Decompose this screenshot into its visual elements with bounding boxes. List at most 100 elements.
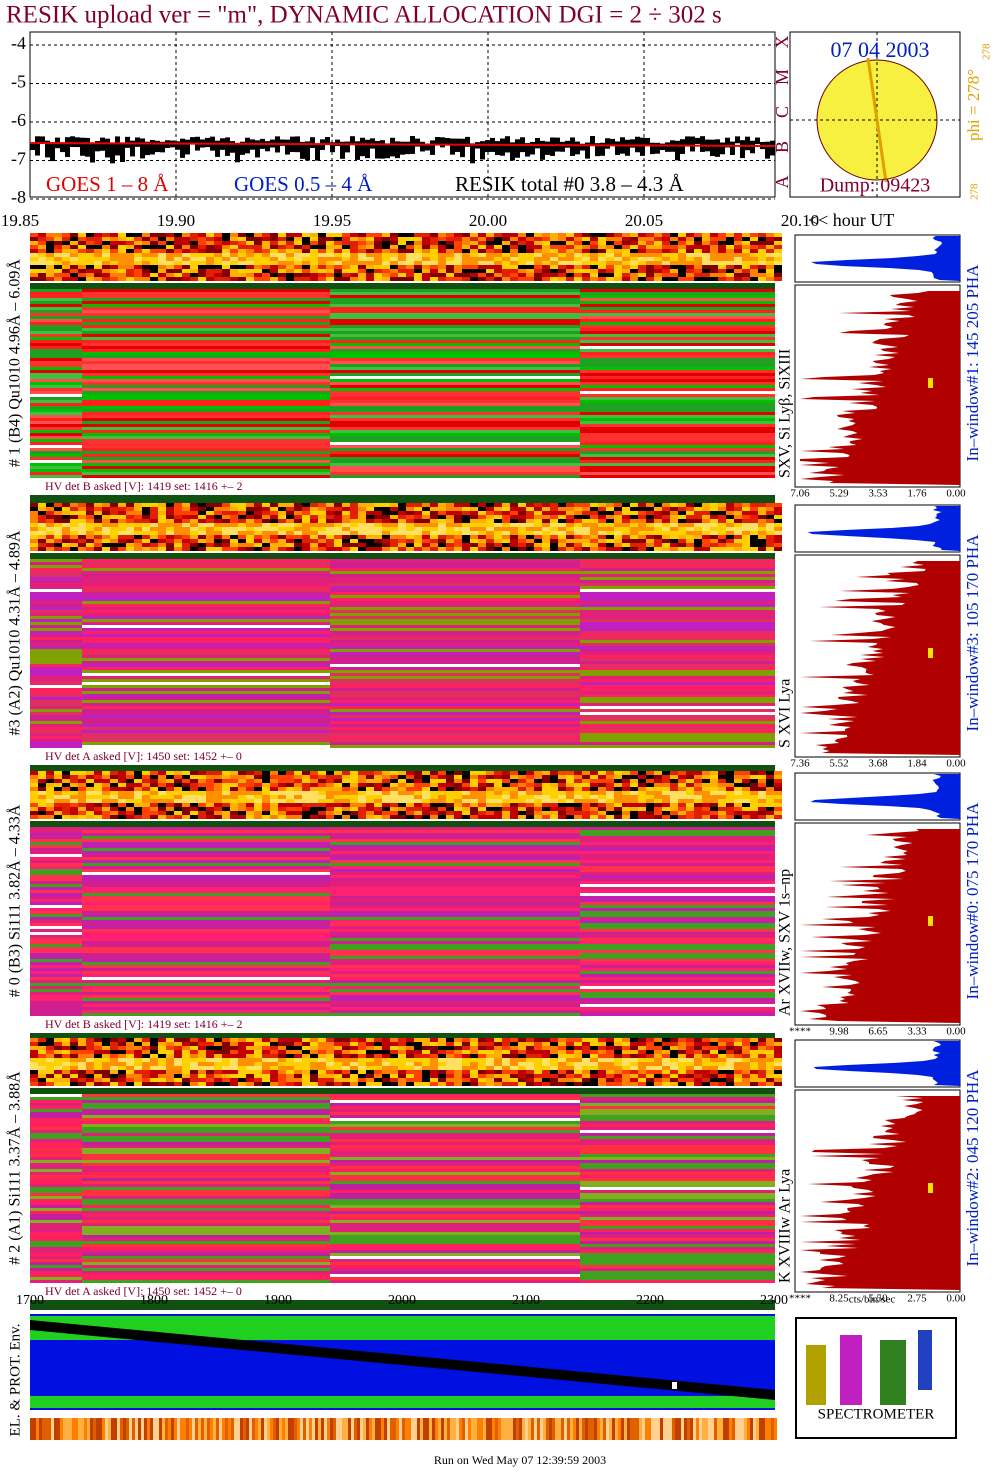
window-label: In–window#1: 145 205 PHA	[963, 264, 982, 462]
count-cell	[526, 1054, 534, 1058]
count-cell	[670, 527, 678, 531]
count-cell	[270, 811, 278, 815]
count-cell	[190, 277, 198, 281]
count-cell	[710, 1046, 718, 1050]
count-cell	[702, 539, 710, 543]
resik-flux-bar	[85, 137, 90, 157]
count-cell	[390, 257, 398, 261]
count-cell	[294, 503, 302, 507]
count-cell	[654, 527, 662, 531]
count-cell	[278, 265, 286, 269]
spectrogram-row	[82, 983, 330, 986]
count-cell	[214, 795, 222, 799]
count-cell	[614, 503, 622, 507]
count-cell	[766, 233, 774, 237]
count-cell	[766, 1058, 774, 1062]
pha-histogram	[807, 506, 960, 551]
count-cell	[342, 257, 350, 261]
count-cell	[182, 269, 190, 273]
count-cell	[494, 269, 502, 273]
count-cell	[478, 1046, 486, 1050]
count-cell	[478, 245, 486, 249]
count-cell	[630, 531, 638, 535]
count-cell	[726, 1054, 734, 1058]
count-cell	[518, 1054, 526, 1058]
count-cell	[406, 1046, 414, 1050]
resik-flux-bar	[645, 137, 650, 146]
spectrogram-row	[82, 878, 330, 881]
count-cell	[694, 779, 702, 783]
count-cell	[142, 249, 150, 253]
count-cell	[750, 503, 758, 507]
count-cell	[246, 507, 254, 511]
count-cell	[118, 1050, 126, 1054]
spectrogram-row	[82, 439, 330, 442]
count-cell	[590, 233, 598, 237]
count-cell	[286, 771, 294, 775]
count-cell	[222, 1062, 230, 1066]
count-cell	[526, 783, 534, 787]
spectrogram-row	[330, 625, 580, 628]
count-cell	[366, 257, 374, 261]
count-cell	[254, 775, 262, 779]
count-cell	[278, 803, 286, 807]
spectrogram-row	[82, 926, 330, 929]
count-cell	[638, 245, 646, 249]
count-cell	[206, 233, 214, 237]
spectrogram-row	[30, 601, 82, 604]
count-cell	[502, 265, 510, 269]
count-cell	[550, 799, 558, 803]
count-cell	[374, 233, 382, 237]
spectrogram-row	[330, 881, 580, 884]
count-cell	[102, 771, 110, 775]
count-cell	[94, 771, 102, 775]
count-cell	[174, 261, 182, 265]
count-cell	[342, 503, 350, 507]
count-cell	[702, 515, 710, 519]
count-cell	[270, 527, 278, 531]
count-cell	[142, 1054, 150, 1058]
count-cell	[718, 779, 726, 783]
count-cell	[198, 269, 206, 273]
resik-flux-bar	[445, 137, 450, 146]
count-cell	[718, 783, 726, 787]
spectrogram-row	[580, 968, 775, 971]
spectrogram-row	[82, 445, 330, 448]
spectrogram-row	[330, 848, 580, 851]
count-cell	[134, 1050, 142, 1054]
count-cell	[102, 791, 110, 795]
count-cell	[422, 1050, 430, 1054]
count-cell	[350, 543, 358, 547]
spectrogram-row	[82, 703, 330, 706]
count-cell	[718, 245, 726, 249]
count-cell	[270, 807, 278, 811]
spectrogram-row	[30, 430, 82, 433]
spectrogram-row	[330, 364, 580, 367]
count-cell	[526, 265, 534, 269]
count-cell	[222, 523, 230, 527]
count-cell	[110, 1038, 118, 1042]
count-cell	[558, 253, 566, 257]
spectrogram-row	[30, 736, 82, 739]
count-cell	[542, 1038, 550, 1042]
count-cell	[214, 261, 222, 265]
count-cell	[150, 783, 158, 787]
count-cell	[350, 523, 358, 527]
count-cell	[598, 1042, 606, 1046]
count-cell	[486, 261, 494, 265]
count-cell	[422, 269, 430, 273]
spectrogram-row	[580, 307, 775, 310]
count-cell	[470, 245, 478, 249]
count-cell	[774, 261, 782, 265]
count-cell	[518, 1046, 526, 1050]
count-cell	[198, 539, 206, 543]
count-cell	[270, 503, 278, 507]
count-cell	[478, 507, 486, 511]
spectrogram-row	[580, 896, 775, 899]
count-cell	[550, 815, 558, 819]
count-cell	[254, 515, 262, 519]
count-cell	[334, 543, 342, 547]
count-cell	[86, 1042, 94, 1046]
count-cell	[622, 771, 630, 775]
count-cell	[638, 787, 646, 791]
